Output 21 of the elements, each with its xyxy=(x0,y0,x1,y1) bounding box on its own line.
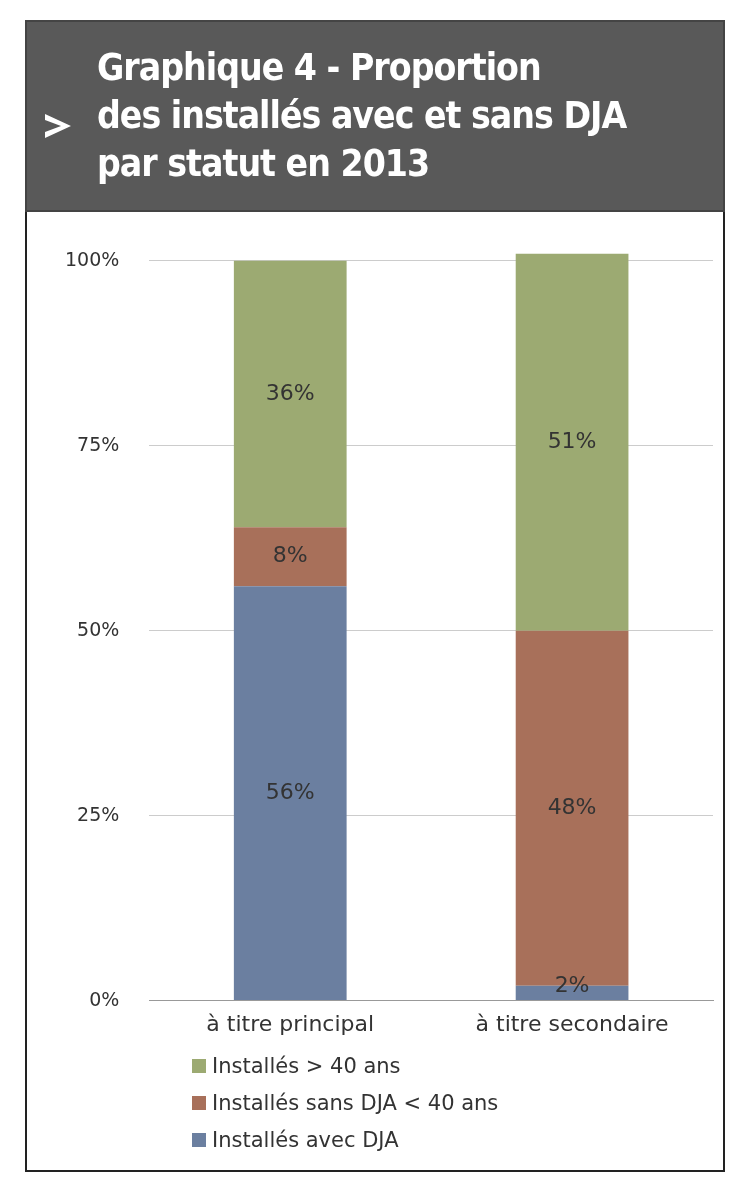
data-label: 36% xyxy=(265,379,315,405)
y-tick-label: 50% xyxy=(77,617,120,640)
data-label: 48% xyxy=(547,793,597,819)
y-tick-label: 75% xyxy=(77,432,120,455)
bar xyxy=(233,527,347,587)
x-tick-label: à titre principal xyxy=(206,1010,375,1036)
y-tick-label: 100% xyxy=(64,247,120,270)
legend-label: Installés > 40 ans xyxy=(212,1053,401,1078)
data-label: 51% xyxy=(547,427,597,453)
data-label: 8% xyxy=(272,542,308,568)
data-label: 56% xyxy=(265,778,315,804)
chart-title: Graphique 4 - Proportion des installés avec et sans DJA par statut en 2013 xyxy=(97,45,627,187)
bar xyxy=(233,260,347,528)
legend-label: Installés avec DJA xyxy=(212,1127,399,1152)
y-tick-label: 0% xyxy=(89,987,120,1010)
legend-label: Installés sans DJA < 40 ans xyxy=(212,1090,499,1115)
y-tick-label: 25% xyxy=(77,802,120,825)
data-label: 2% xyxy=(554,971,590,997)
bar xyxy=(233,586,347,1001)
bar xyxy=(515,253,629,631)
x-tick-label: à titre secondaire xyxy=(475,1010,669,1036)
